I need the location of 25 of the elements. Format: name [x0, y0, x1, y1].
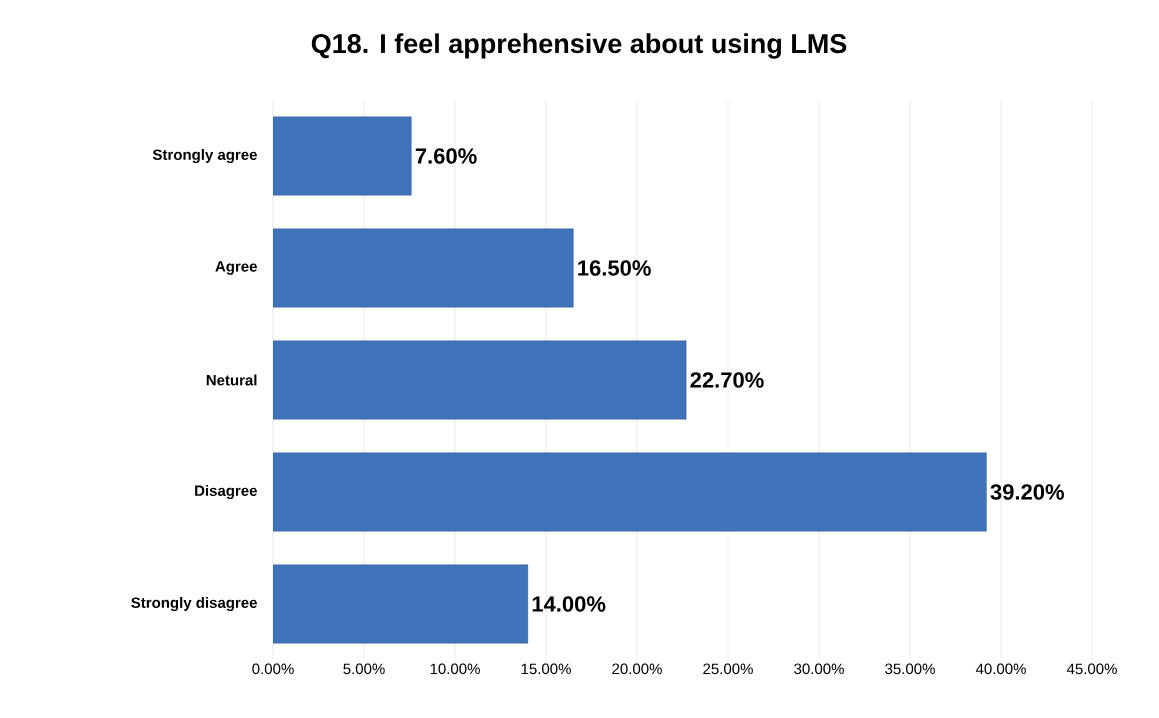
x-tick-label: 15.00%	[521, 663, 571, 675]
chart-title: Q18. I feel apprehensive about using LMS	[311, 33, 847, 59]
bar	[273, 228, 574, 308]
x-tick-label: 0.00%	[252, 663, 294, 675]
y-tick-label: Netural	[206, 374, 257, 386]
bar	[273, 452, 987, 532]
x-tick-label: 45.00%	[1066, 663, 1117, 675]
x-tick-label: 5.00%	[343, 663, 385, 675]
x-tick-label: 20.00%	[612, 663, 662, 675]
x-tick-label: 30.00%	[794, 663, 844, 675]
data-label: 39.20%	[990, 484, 1064, 500]
y-tick-label: Strongly agree	[152, 148, 257, 164]
data-label: 16.50%	[578, 260, 651, 276]
x-tick-label: 10.00%	[430, 663, 480, 675]
data-label: 7.60%	[415, 148, 477, 164]
bar	[273, 340, 687, 420]
y-tick-label: Agree	[215, 261, 257, 275]
data-label: 22.70%	[690, 372, 764, 388]
bar	[273, 116, 412, 196]
x-tick-label: 35.00%	[885, 663, 935, 675]
data-label: 14.00%	[532, 596, 606, 612]
x-tick-label: 25.00%	[703, 663, 753, 675]
y-tick-label: Disagree	[195, 484, 257, 500]
y-tick-label: Strongly disagree	[131, 596, 257, 612]
x-tick-label: 40.00%	[975, 663, 1026, 675]
